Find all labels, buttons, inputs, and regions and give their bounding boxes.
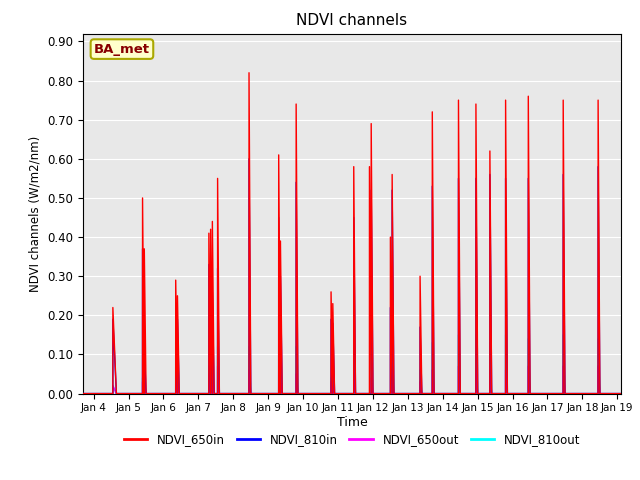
Y-axis label: NDVI channels (W/m2/nm): NDVI channels (W/m2/nm)	[29, 135, 42, 292]
X-axis label: Time: Time	[337, 416, 367, 429]
Legend: NDVI_650in, NDVI_810in, NDVI_650out, NDVI_810out: NDVI_650in, NDVI_810in, NDVI_650out, NDV…	[119, 428, 585, 451]
Title: NDVI channels: NDVI channels	[296, 13, 408, 28]
Text: BA_met: BA_met	[94, 43, 150, 56]
